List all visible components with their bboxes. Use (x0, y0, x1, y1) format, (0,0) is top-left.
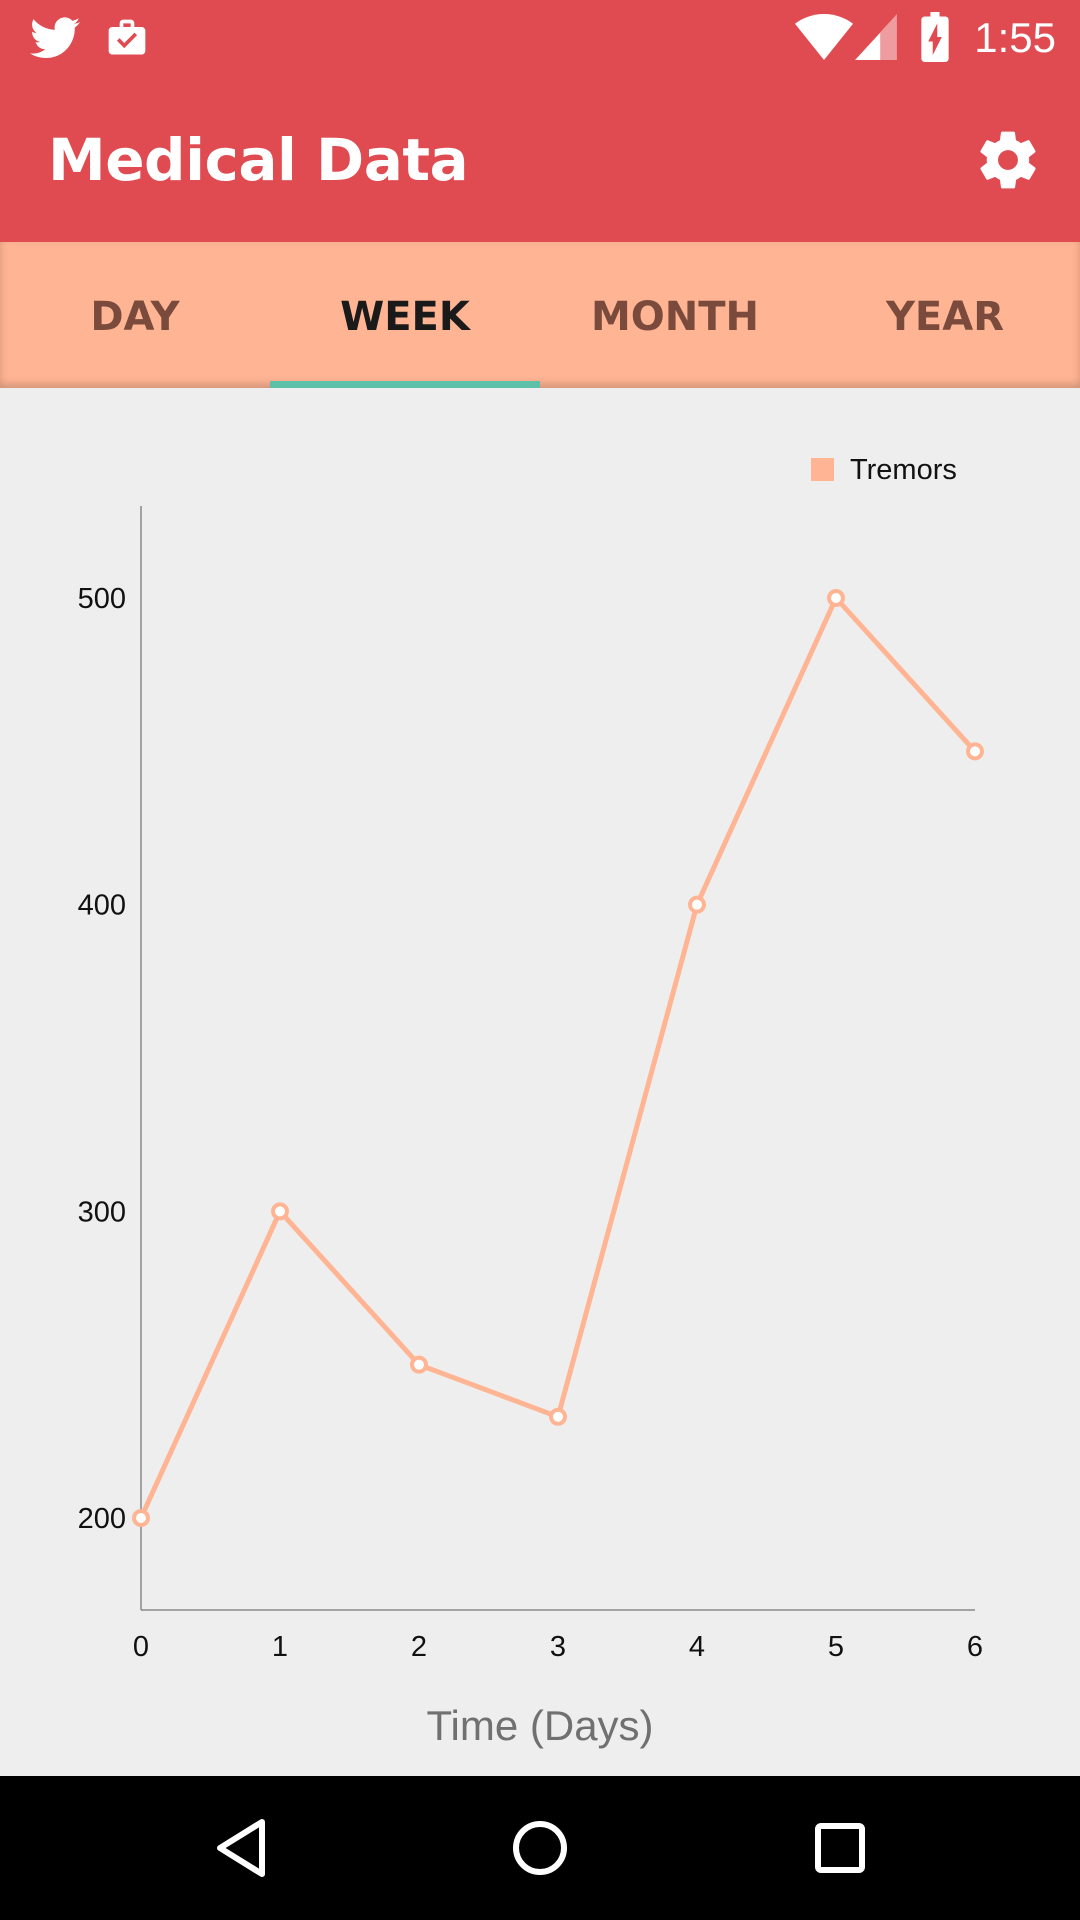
app-title: Medical Data (48, 126, 469, 194)
back-icon[interactable] (210, 1808, 270, 1888)
x-axis-label: Time (Days) (426, 1702, 653, 1749)
x-tick-label: 5 (828, 1631, 844, 1663)
tab-month[interactable]: MONTH (590, 294, 760, 340)
x-tick-label: 1 (272, 1631, 288, 1663)
signal-icon (855, 14, 897, 60)
data-point (410, 1355, 428, 1374)
recents-icon[interactable] (800, 1808, 880, 1888)
gear-icon[interactable] (974, 126, 1042, 194)
tab-year[interactable]: YEAR (885, 294, 1005, 340)
chart-area: 200 300 400 500 0 1 2 3 4 5 6 Time (Days) Tremors (0, 388, 1080, 1776)
y-tick-label: 500 (78, 583, 126, 615)
nav-bar (0, 1776, 1080, 1920)
line-chart: 200 300 400 500 0 1 2 3 4 5 6 Time (Days) Tremors (78, 454, 984, 1749)
data-point (966, 742, 984, 761)
app-bar: Medical Data (0, 78, 1080, 242)
y-tick-label: 400 (78, 890, 126, 922)
wifi-icon (795, 14, 853, 60)
battery-charging-icon (921, 12, 949, 62)
tab-day[interactable]: DAY (90, 294, 180, 340)
tab-indicator (270, 381, 540, 388)
data-point (549, 1407, 567, 1426)
data-point (827, 589, 845, 607)
twitter-icon (30, 17, 80, 58)
tab-bar: DAY WEEK MONTH YEAR (0, 242, 1080, 388)
legend-label-tremors: Tremors (850, 454, 957, 486)
data-point (688, 895, 706, 914)
x-tick-label: 3 (550, 1631, 566, 1663)
legend-swatch-tremors (811, 458, 834, 481)
clipboard-check-icon (108, 19, 146, 55)
x-tick-label: 0 (133, 1631, 149, 1663)
data-point (132, 1509, 150, 1527)
home-icon[interactable] (500, 1808, 580, 1888)
data-point (271, 1202, 289, 1221)
status-time: 1:55 (974, 14, 1056, 61)
x-tick-label: 6 (967, 1631, 983, 1663)
tab-week[interactable]: WEEK (340, 294, 470, 340)
status-bar: 1:55 (0, 0, 1080, 78)
y-tick-label: 200 (78, 1503, 126, 1535)
x-tick-label: 4 (689, 1631, 705, 1663)
y-tick-label: 300 (78, 1196, 126, 1228)
x-tick-label: 2 (411, 1631, 427, 1663)
series-line-tremors (138, 595, 977, 1520)
